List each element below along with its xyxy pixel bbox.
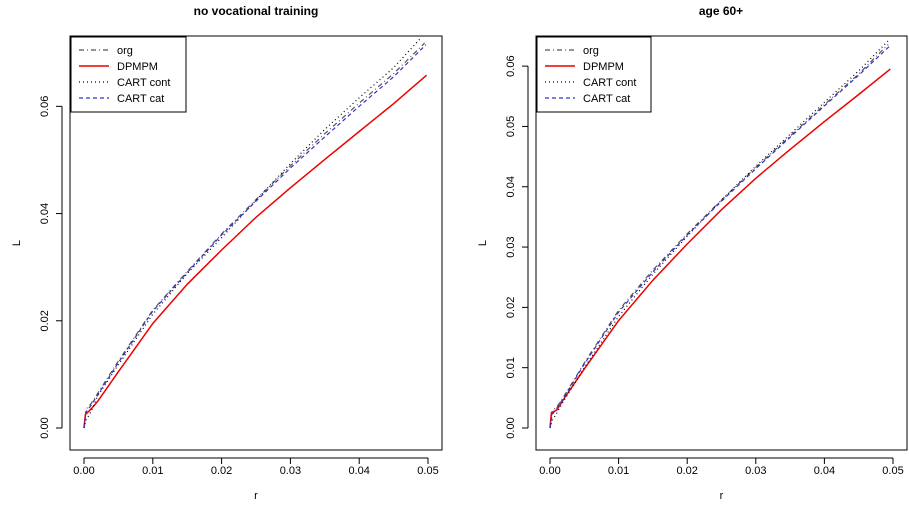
series-line-dpmpm xyxy=(549,68,891,429)
y-tick-label: 0.05 xyxy=(505,116,517,137)
legend: org DPMPM CART cont CART cat xyxy=(70,36,187,113)
chart-title: age 60+ xyxy=(699,4,743,18)
series-line-dpmpm xyxy=(83,74,428,429)
x-tick-label: 0.05 xyxy=(417,465,438,477)
series-line-org xyxy=(83,42,426,429)
x-tick-label: 0.04 xyxy=(814,465,835,477)
chart-title: no vocational training xyxy=(194,4,319,18)
y-tick-label: 0.03 xyxy=(505,236,517,257)
x-axis-label: r xyxy=(720,490,724,502)
series-line-org xyxy=(549,43,889,429)
legend-label-cart-cat: CART cat xyxy=(583,93,630,105)
y-tick-label: 0.01 xyxy=(505,357,517,378)
chart-panel-age-60: age 60+ 0.00 0.01 0.02 0.03 0.04 0.05 r 0.00 0.01… xyxy=(477,4,908,502)
x-tick-label: 0.00 xyxy=(539,465,560,477)
legend-label-org: org xyxy=(117,45,133,57)
x-axis-label: r xyxy=(254,490,258,502)
plot-frame xyxy=(69,35,443,451)
legend: org DPMPM CART cont CART cat xyxy=(536,36,652,113)
chart-panel-no-vocational-training: no vocational training 0.00 0.01 0.02 0.03 0.… xyxy=(11,4,443,502)
series-line-cart-cat xyxy=(83,44,427,429)
x-tick-label: 0.02 xyxy=(676,465,697,477)
legend-label-dpmpm: DPMPM xyxy=(583,61,624,73)
x-tick-label: 0.03 xyxy=(280,465,301,477)
legend-box xyxy=(70,36,187,113)
y-tick-label: 0.04 xyxy=(505,176,517,197)
y-tick-label: 0.02 xyxy=(39,310,51,331)
x-tick-label: 0.05 xyxy=(882,465,903,477)
legend-box xyxy=(536,36,652,113)
x-tick-label: 0.04 xyxy=(348,465,369,477)
y-tick-label: 0.00 xyxy=(39,417,51,438)
x-tick-label: 0.01 xyxy=(142,465,163,477)
y-tick-label: 0.06 xyxy=(505,55,517,76)
y-tick-label: 0.06 xyxy=(39,96,51,117)
legend-label-cart-cont: CART cont xyxy=(583,77,636,89)
y-axis-label: L xyxy=(477,240,489,246)
y-tick-label: 0.02 xyxy=(505,297,517,318)
series-line-cart-cat xyxy=(549,45,891,429)
legend-label-org: org xyxy=(583,45,599,57)
legend-label-cart-cat: CART cat xyxy=(117,93,164,105)
y-axis-label: L xyxy=(11,240,23,246)
legend-label-dpmpm: DPMPM xyxy=(117,61,158,73)
series-line-cart-cont xyxy=(83,37,422,429)
x-tick-label: 0.02 xyxy=(211,465,232,477)
plot-frame xyxy=(535,35,908,451)
y-tick-label: 0.04 xyxy=(39,203,51,224)
x-tick-label: 0.00 xyxy=(73,465,94,477)
series-line-cart-cont xyxy=(549,40,889,429)
x-tick-label: 0.03 xyxy=(745,465,766,477)
x-tick-label: 0.01 xyxy=(608,465,629,477)
legend-label-cart-cont: CART cont xyxy=(117,77,170,89)
y-tick-label: 0.00 xyxy=(505,417,517,438)
